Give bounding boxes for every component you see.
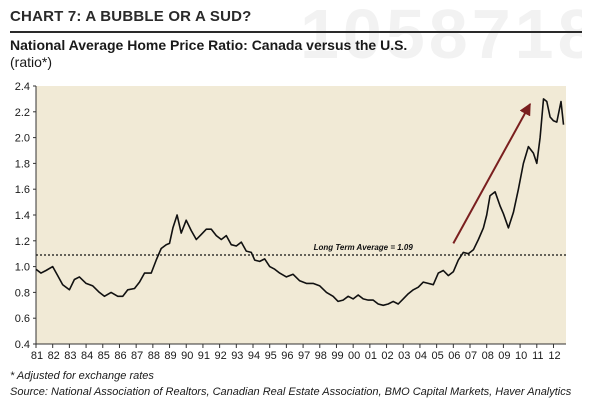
x-tick-label: 89 <box>164 350 176 362</box>
x-tick-label: 91 <box>198 350 210 362</box>
header-rule <box>10 31 582 33</box>
x-tick-label: 81 <box>31 350 43 362</box>
x-tick-label: 99 <box>331 350 343 362</box>
y-tick-label: 1.8 <box>15 158 30 170</box>
chart-subtitle: (ratio*) <box>10 54 53 70</box>
x-tick-label: 10 <box>515 350 527 362</box>
y-tick-label: 0.4 <box>15 339 30 351</box>
x-tick-label: 09 <box>498 350 510 362</box>
x-tick-label: 00 <box>348 350 360 362</box>
x-tick-label: 88 <box>148 350 160 362</box>
y-tick-label: 1.6 <box>15 184 30 196</box>
chart-label: CHART 7: A BUBBLE OR A SUD? <box>10 8 252 25</box>
x-tick-label: 04 <box>415 350 427 362</box>
x-tick-label: 06 <box>448 350 460 362</box>
x-tick-label: 12 <box>548 350 560 362</box>
x-tick-label: 96 <box>281 350 293 362</box>
x-tick-label: 01 <box>365 350 377 362</box>
x-tick-label: 83 <box>64 350 76 362</box>
y-tick-label: 0.8 <box>15 287 30 299</box>
x-tick-label: 07 <box>465 350 477 362</box>
plot-area <box>36 86 566 344</box>
trend-arrow <box>452 103 531 244</box>
x-tick-label: 98 <box>315 350 327 362</box>
long-term-average-label: Long Term Average = 1.09 <box>314 243 414 252</box>
y-tick-label: 1.2 <box>15 236 30 248</box>
x-tick-label: 82 <box>48 350 60 362</box>
y-tick-label: 1.4 <box>15 210 30 222</box>
x-tick-label: 87 <box>131 350 143 362</box>
x-tick-label: 92 <box>214 350 226 362</box>
x-tick-label: 05 <box>432 350 444 362</box>
x-tick-label: 85 <box>98 350 110 362</box>
x-tick-label: 95 <box>265 350 277 362</box>
x-tick-label: 11 <box>532 350 543 362</box>
x-tick-label: 08 <box>482 350 494 362</box>
x-tick-label: 02 <box>381 350 393 362</box>
chart-header: CHART 7: A BUBBLE OR A SUD? National Ave… <box>10 8 582 70</box>
x-tick-label: 90 <box>181 350 193 362</box>
chart-title: National Average Home Price Ratio: Canad… <box>10 37 408 53</box>
x-tick-label: 97 <box>298 350 310 362</box>
y-tick-label: 2.0 <box>15 133 30 145</box>
footnote-source: Source: National Association of Realtors… <box>10 386 572 398</box>
x-tick-label: 93 <box>231 350 243 362</box>
y-tick-label: 2.2 <box>15 107 30 119</box>
x-tick-label: 84 <box>81 350 93 362</box>
series-line <box>35 98 565 307</box>
x-tick-label: 86 <box>114 350 126 362</box>
x-tick-label: 94 <box>248 350 260 362</box>
x-tick-label: 03 <box>398 350 410 362</box>
footnote-adjusted: * Adjusted for exchange rates <box>10 370 154 382</box>
y-tick-label: 2.4 <box>15 81 30 93</box>
y-tick-label: 0.6 <box>15 313 30 325</box>
y-tick-label: 1.0 <box>15 262 30 274</box>
